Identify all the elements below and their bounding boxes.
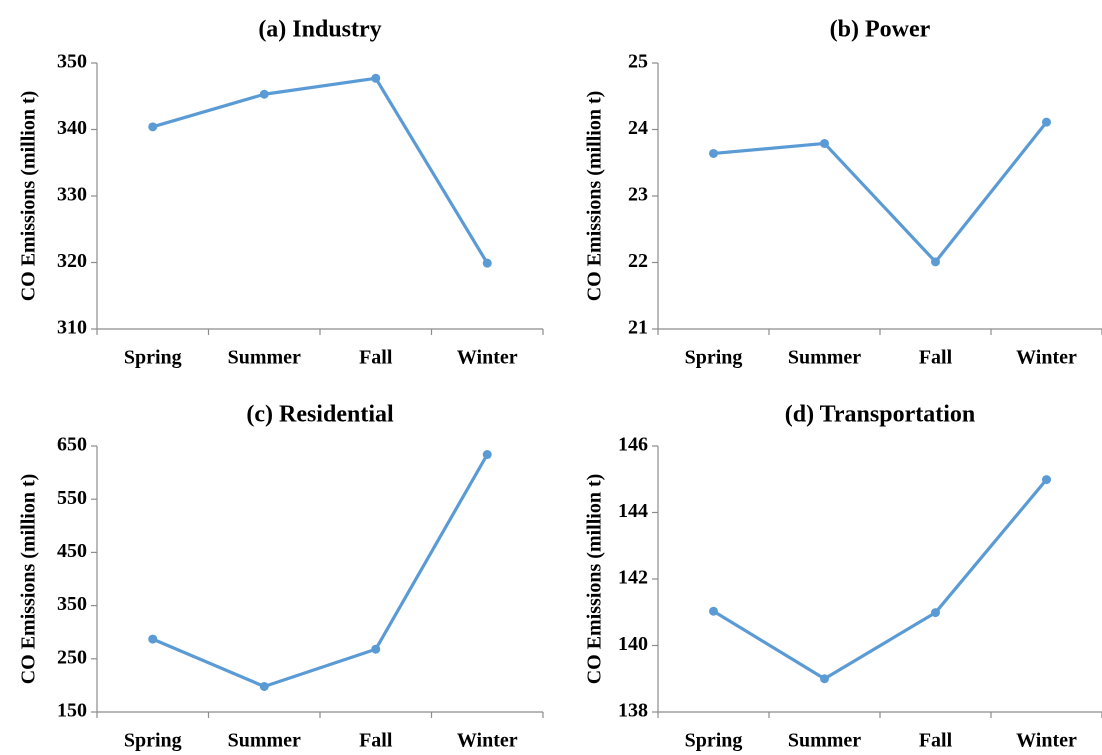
series-line xyxy=(711,120,1049,264)
y-tick-label: 350 xyxy=(57,593,87,615)
chart-panel-transportation: (d) Transportation CO Emissions (million … xyxy=(584,402,1102,752)
data-point-summer xyxy=(259,89,269,99)
x-tick-label: Winter xyxy=(1016,730,1077,752)
series-line xyxy=(711,477,1049,681)
data-point-summer xyxy=(259,681,269,691)
chart-title: (b) Power xyxy=(830,17,931,43)
x-tick-label: Summer xyxy=(788,347,861,369)
chart-panel-power: (b) Power CO Emissions (million t) 21 22 23 2… xyxy=(584,17,1102,369)
y-tick-label: 25 xyxy=(628,51,648,73)
y-tick-label: 22 xyxy=(628,250,648,272)
data-point-spring xyxy=(709,148,718,158)
data-point-spring xyxy=(709,606,718,616)
x-tick-label: Fall xyxy=(359,730,393,752)
y-tick-label: 330 xyxy=(57,184,87,206)
data-point-winter xyxy=(482,258,492,268)
x-tick-label: Spring xyxy=(685,730,743,752)
chart-title: (a) Industry xyxy=(258,17,381,43)
series-line xyxy=(151,452,489,689)
y-tick-label: 650 xyxy=(57,434,87,456)
y-tick-label: 24 xyxy=(628,117,648,139)
x-tick-label: Spring xyxy=(685,347,743,369)
data-point-spring xyxy=(148,122,158,132)
data-point-fall xyxy=(931,257,940,267)
data-point-fall xyxy=(931,608,940,618)
series-line xyxy=(151,76,489,265)
y-tick-label: 150 xyxy=(57,700,87,722)
y-tick-label: 21 xyxy=(628,317,648,339)
y-tick-label: 144 xyxy=(618,500,648,522)
y-tick-label: 146 xyxy=(618,434,648,456)
x-tick-label: Winter xyxy=(457,347,518,369)
data-point-winter xyxy=(1042,475,1051,485)
y-axis-label: CO Emissions (million t) xyxy=(584,474,606,685)
y-tick-label: 250 xyxy=(57,646,87,668)
x-tick-label: Fall xyxy=(359,347,393,369)
data-point-summer xyxy=(820,138,829,148)
y-axis-label: CO Emissions (million t) xyxy=(18,91,40,302)
y-tick-label: 450 xyxy=(57,540,87,562)
chart-panel-industry: (a) Industry CO Emissions (million t) 310 3… xyxy=(18,17,544,369)
y-axis-label: CO Emissions (million t) xyxy=(18,474,40,685)
y-tick-label: 310 xyxy=(57,317,87,339)
y-tick-label: 340 xyxy=(57,117,87,139)
y-axis-label: CO Emissions (million t) xyxy=(584,91,606,302)
x-tick-label: Spring xyxy=(124,730,182,752)
x-tick-label: Summer xyxy=(788,730,861,752)
data-point-fall xyxy=(371,644,381,654)
x-tick-label: Fall xyxy=(919,730,953,752)
data-point-spring xyxy=(148,634,158,644)
y-tick-label: 138 xyxy=(618,700,648,722)
x-tick-label: Summer xyxy=(228,730,301,752)
data-point-fall xyxy=(371,73,381,83)
y-tick-label: 320 xyxy=(57,250,87,272)
y-tick-label: 350 xyxy=(57,51,87,73)
chart-title: (c) Residential xyxy=(246,402,394,428)
chart-panel-residential: (c) Residential CO Emissions (million t) 1… xyxy=(18,402,544,752)
data-point-winter xyxy=(482,450,492,460)
data-point-winter xyxy=(1042,117,1051,127)
y-tick-label: 550 xyxy=(57,487,87,509)
x-tick-label: Spring xyxy=(124,347,182,369)
x-tick-label: Winter xyxy=(457,730,518,752)
x-tick-label: Summer xyxy=(228,347,301,369)
y-tick-label: 142 xyxy=(618,567,648,589)
x-tick-label: Winter xyxy=(1016,347,1077,369)
chart-title: (d) Transportation xyxy=(785,402,975,428)
x-tick-label: Fall xyxy=(919,347,953,369)
y-tick-label: 23 xyxy=(628,184,648,206)
data-point-summer xyxy=(820,674,829,684)
y-tick-label: 140 xyxy=(618,633,648,655)
